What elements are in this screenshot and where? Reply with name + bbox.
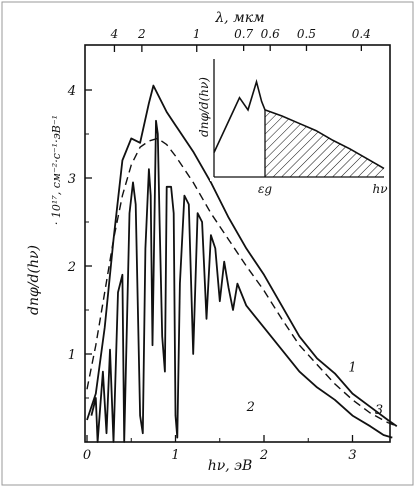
y-axis-label-units: · 10¹⁷, см⁻²·с⁻¹·эВ⁻¹ (50, 115, 63, 225)
series-label-2: 2 (246, 400, 255, 415)
top-tick-label: 4 (110, 27, 119, 41)
top-tick-label: 0.6 (261, 27, 280, 41)
inset-y-label: dnφ/d(hν) (197, 77, 211, 137)
plot-area (84, 44, 391, 443)
y-tick-label: 2 (67, 260, 76, 275)
x-tick-label: 2 (259, 448, 268, 463)
series-label-3: 3 (375, 403, 383, 418)
series-label-1: 1 (348, 361, 356, 376)
x-tick-label: 0 (83, 448, 91, 463)
y-tick-label: 4 (67, 84, 76, 99)
top-tick-label: 0.5 (297, 27, 316, 41)
top-tick-label: 2 (137, 27, 146, 41)
y-tick-label: 3 (68, 172, 76, 187)
x-tick-label: 1 (171, 448, 179, 463)
inset-curve (213, 78, 385, 170)
top-tick-label: 1 (193, 27, 201, 41)
inset-marker-label: εg (258, 182, 272, 196)
y-tick-label: 1 (68, 348, 76, 363)
y-axis-label-group: dnφ/d(hν) · 10¹⁷, см⁻²·с⁻¹·эВ⁻¹ (26, 115, 63, 315)
series-line-1 (86, 84, 398, 427)
inset-x-label: hν (372, 182, 387, 196)
top-tick-label: 0.7 (234, 27, 253, 41)
inset-hatched-area (265, 109, 384, 177)
series-line-2 (90, 119, 393, 443)
x-tick-label: 3 (348, 448, 356, 463)
top-tick-label: 0.4 (352, 27, 371, 41)
top-axis-label: λ, мкм (214, 10, 264, 26)
y-axis-label-main: dnφ/d(hν) (26, 245, 42, 315)
series-line-3 (86, 137, 398, 427)
x-axis-label: hν, эВ (208, 458, 253, 474)
